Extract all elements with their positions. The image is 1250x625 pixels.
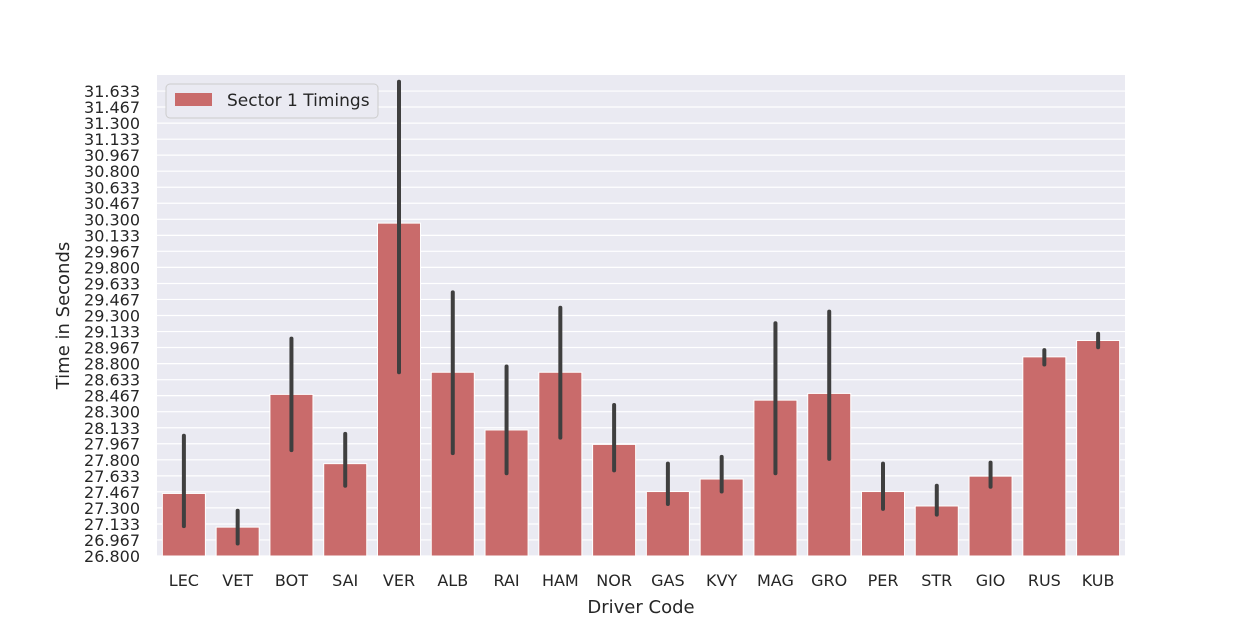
y-tick-label: 29.467: [84, 290, 140, 309]
legend-swatch: [175, 93, 212, 106]
y-tick-label: 31.633: [84, 82, 140, 101]
y-tick-label: 30.133: [84, 226, 140, 245]
y-tick-label: 27.633: [84, 467, 140, 486]
y-tick-label: 29.800: [84, 258, 140, 277]
y-tick-labels: 26.80026.96727.13327.30027.46727.63327.8…: [84, 82, 140, 566]
legend-box: [165, 83, 379, 119]
y-tick-label: 27.967: [84, 435, 140, 454]
x-tick-label: LEC: [169, 571, 199, 590]
y-tick-label: 28.967: [84, 339, 140, 358]
x-tick-label: RUS: [1028, 571, 1061, 590]
error-bars: [181, 79, 1101, 546]
y-gridlines: [157, 90, 1125, 557]
y-tick-label: 26.967: [84, 531, 140, 550]
bar-rus: [1022, 356, 1067, 557]
y-tick-label: 31.300: [84, 114, 140, 133]
x-tick-label: STR: [921, 571, 952, 590]
x-axis-title: Driver Code: [587, 597, 694, 618]
y-tick-label: 28.633: [84, 371, 140, 390]
x-tick-label: VET: [222, 571, 253, 590]
y-tick-label: 29.300: [84, 307, 140, 326]
y-tick-label: 27.300: [84, 499, 140, 518]
legend-label: Sector 1 Timings: [227, 91, 370, 111]
x-tick-label: PER: [868, 571, 899, 590]
x-tick-label: GAS: [651, 571, 685, 590]
y-tick-label: 30.800: [84, 162, 140, 181]
y-tick-label: 29.633: [84, 274, 140, 293]
x-tick-labels: LEC VET BOT SAI VER ALB RAI HAM NOR GAS KVY MAG GRO P…: [169, 571, 1115, 590]
y-tick-label: 30.633: [84, 178, 140, 197]
x-tick-label: GRO: [811, 571, 847, 590]
y-tick-label: 29.133: [84, 323, 140, 342]
y-tick-label: 27.800: [84, 451, 140, 470]
x-tick-label: HAM: [542, 571, 579, 590]
y-tick-label: 28.800: [84, 355, 140, 374]
y-axis-title: Time in Seconds: [53, 242, 74, 391]
y-tick-label: 29.967: [84, 242, 140, 261]
y-tick-label: 27.467: [84, 483, 140, 502]
y-tick-label: 28.300: [84, 403, 140, 422]
x-tick-label: GIO: [976, 571, 1006, 590]
y-tick-label: 28.133: [84, 419, 140, 438]
x-tick-label: VER: [383, 571, 415, 590]
y-tick-label: 30.467: [84, 194, 140, 213]
y-tick-label: 30.967: [84, 146, 140, 165]
x-tick-label: ALB: [437, 571, 468, 590]
x-tick-label: BOT: [275, 571, 308, 590]
x-tick-label: KUB: [1082, 571, 1115, 590]
x-tick-label: SAI: [332, 571, 358, 590]
y-tick-label: 26.800: [84, 547, 140, 566]
x-tick-label: MAG: [757, 571, 794, 590]
y-tick-label: 31.133: [84, 130, 140, 149]
bar-gio: [968, 475, 1013, 557]
x-tick-label: NOR: [596, 571, 632, 590]
y-tick-label: 31.467: [84, 98, 140, 117]
y-tick-label: 28.467: [84, 387, 140, 406]
legend: Sector 1 Timings: [165, 83, 379, 119]
y-tick-label: 27.133: [84, 515, 140, 534]
x-tick-label: KVY: [706, 571, 737, 590]
y-tick-label: 30.300: [84, 210, 140, 229]
x-tick-label: RAI: [493, 571, 519, 590]
bar-kub: [1076, 340, 1121, 557]
